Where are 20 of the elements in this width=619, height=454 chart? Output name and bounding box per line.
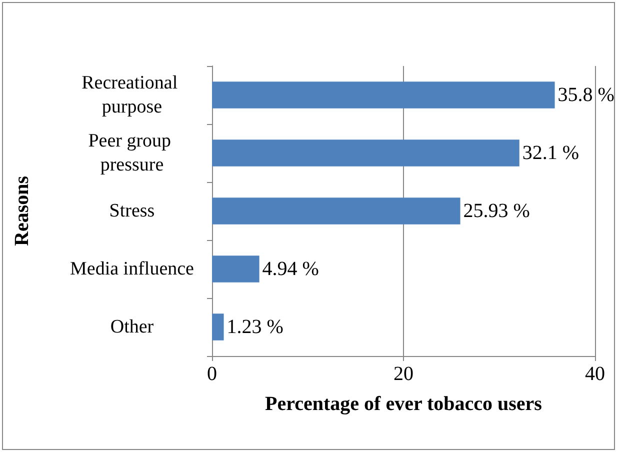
bar (212, 314, 224, 340)
y-tick-label: Stress (109, 200, 155, 222)
x-tick-label: 0 (207, 363, 217, 385)
x-tick-label: 20 (394, 363, 414, 385)
data-label: 32.1 % (522, 142, 580, 164)
bar (212, 140, 520, 166)
data-label: 25.93 % (463, 200, 530, 222)
bar (212, 198, 460, 224)
data-label: 1.23 % (226, 316, 284, 338)
data-label: 35.8 % (558, 84, 614, 106)
y-tick-label: Media influence (70, 258, 194, 280)
x-tick-label: 40 (585, 363, 605, 385)
data-label: 4.94 % (262, 258, 319, 280)
y-tick-label: Other (110, 316, 154, 338)
y-tick-label: Recreational purpose (82, 72, 182, 118)
bar (212, 256, 260, 282)
bar (212, 82, 555, 108)
x-axis-title: Percentage of ever tobacco users (265, 393, 542, 415)
y-axis-title: Reasons (11, 176, 33, 246)
y-tick-label: Peer group pressure (88, 130, 176, 176)
